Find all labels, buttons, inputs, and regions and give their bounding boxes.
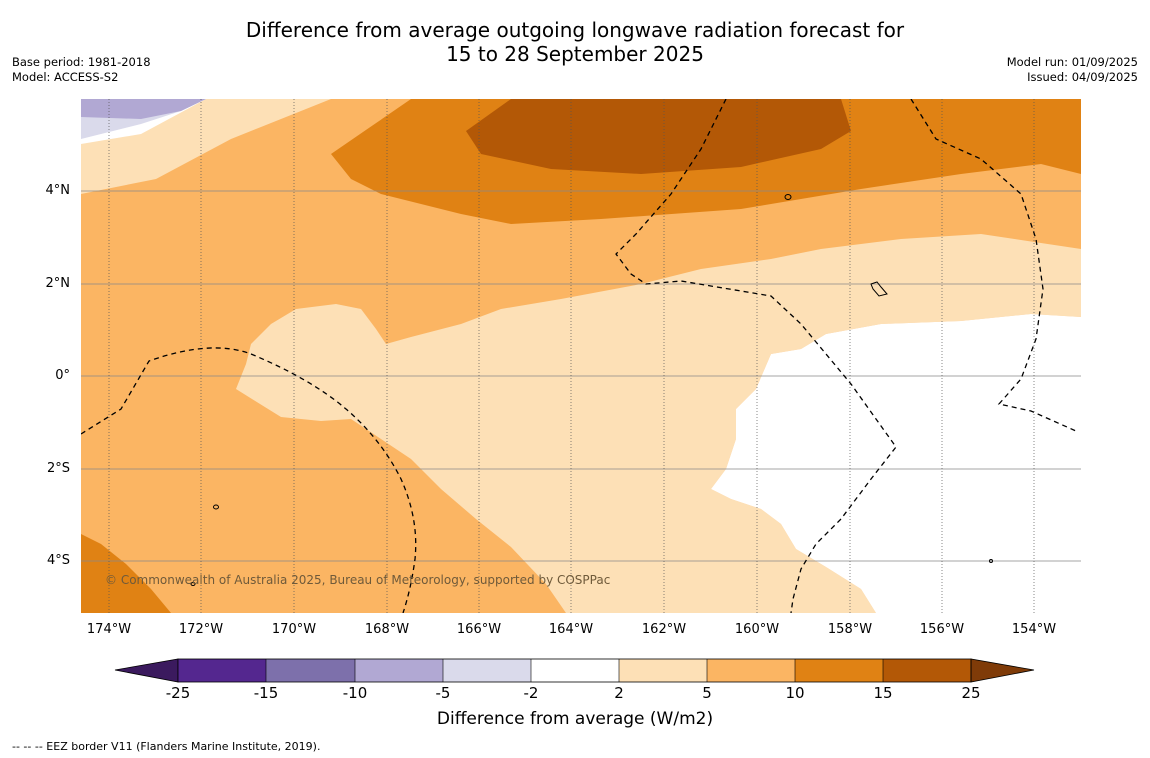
colorbar-swatch-3 <box>355 659 443 682</box>
lat-label-equator: 0° <box>55 368 70 383</box>
colorbar-swatch-6 <box>619 659 707 682</box>
colorbar <box>110 652 1040 690</box>
title-line-2: 15 to 28 September 2025 <box>446 42 704 66</box>
model-run: Model run: 01/09/2025 <box>1006 55 1138 69</box>
map-canvas <box>81 99 1081 613</box>
colorbar-swatch-9 <box>883 659 971 682</box>
map-title: Difference from average outgoing longwav… <box>0 18 1150 66</box>
lon-label-162w: 162°W <box>641 622 687 637</box>
anomaly-map: © Commonwealth of Australia 2025, Bureau… <box>81 99 1081 613</box>
colorbar-swatch-8 <box>795 659 883 682</box>
copyright-note: © Commonwealth of Australia 2025, Bureau… <box>105 573 611 587</box>
eez-footnote: -- -- -- EEZ border V11 (Flanders Marine… <box>12 740 321 753</box>
island-5 <box>190 582 196 586</box>
lon-label-172w: 172°W <box>178 622 224 637</box>
colorbar-tick: -2 <box>523 684 539 702</box>
band-10-15-southwest <box>81 534 171 613</box>
colorbar-swatch-7 <box>707 659 795 682</box>
colorbar-tick: 15 <box>873 684 893 702</box>
model-name: Model: ACCESS-S2 <box>12 70 119 84</box>
lon-label-170w: 170°W <box>271 622 317 637</box>
lon-label-164w: 164°W <box>548 622 594 637</box>
island-1 <box>213 504 219 510</box>
band-15-25 <box>466 99 851 174</box>
colorbar-label: Difference from average (W/m2) <box>436 709 714 729</box>
colorbar-tick: 10 <box>785 684 805 702</box>
band-minus-10-5 <box>81 99 206 119</box>
lon-label-160w: 160°W <box>734 622 780 637</box>
colorbar-extend-high <box>970 658 1035 683</box>
colorbar-swatches <box>114 658 1035 683</box>
lat-label-4n: 4°N <box>45 183 71 198</box>
lon-label-158w: 158°W <box>827 622 873 637</box>
islands <box>190 194 993 586</box>
lon-label-156w: 156°W <box>919 622 965 637</box>
lat-label-2s: 2°S <box>46 461 70 476</box>
colorbar-swatch-4 <box>443 659 531 682</box>
colorbar-tick: -5 <box>435 684 451 702</box>
lon-label-166w: 166°W <box>456 622 502 637</box>
colorbar-tick: -10 <box>342 684 368 702</box>
base-period: Base period: 1981-2018 <box>12 55 151 69</box>
band-neutral-east <box>711 314 1081 613</box>
colorbar-swatch-2 <box>266 659 355 682</box>
title-line-1: Difference from average outgoing longwav… <box>245 18 905 42</box>
island-2 <box>784 194 792 200</box>
island-3 <box>870 281 888 297</box>
lon-label-168w: 168°W <box>364 622 410 637</box>
lon-label-154w: 154°W <box>1011 622 1057 637</box>
colorbar-tick: 2 <box>614 684 624 702</box>
colorbar-swatch-5 <box>531 659 619 682</box>
band-2-5-central <box>236 234 1081 613</box>
colorbar-swatch-1 <box>178 659 266 682</box>
lat-label-2n: 2°N <box>45 276 71 291</box>
island-4 <box>989 559 993 563</box>
metadata-left: Base period: 1981-2018 Model: ACCESS-S2 <box>12 55 151 85</box>
lat-label-4s: 4°S <box>46 553 70 568</box>
metadata-right: Model run: 01/09/2025 Issued: 04/09/2025 <box>1007 55 1138 85</box>
lon-label-174w: 174°W <box>86 622 132 637</box>
issued-date: Issued: 04/09/2025 <box>1027 70 1138 84</box>
colorbar-tick: -25 <box>165 684 191 702</box>
colorbar-extend-low <box>114 658 179 683</box>
colorbar-tick: 25 <box>961 684 981 702</box>
colorbar-tick: -15 <box>253 684 279 702</box>
colorbar-tick: 5 <box>702 684 712 702</box>
eez-borders <box>81 99 1077 613</box>
latitude-lines <box>81 190 1081 562</box>
